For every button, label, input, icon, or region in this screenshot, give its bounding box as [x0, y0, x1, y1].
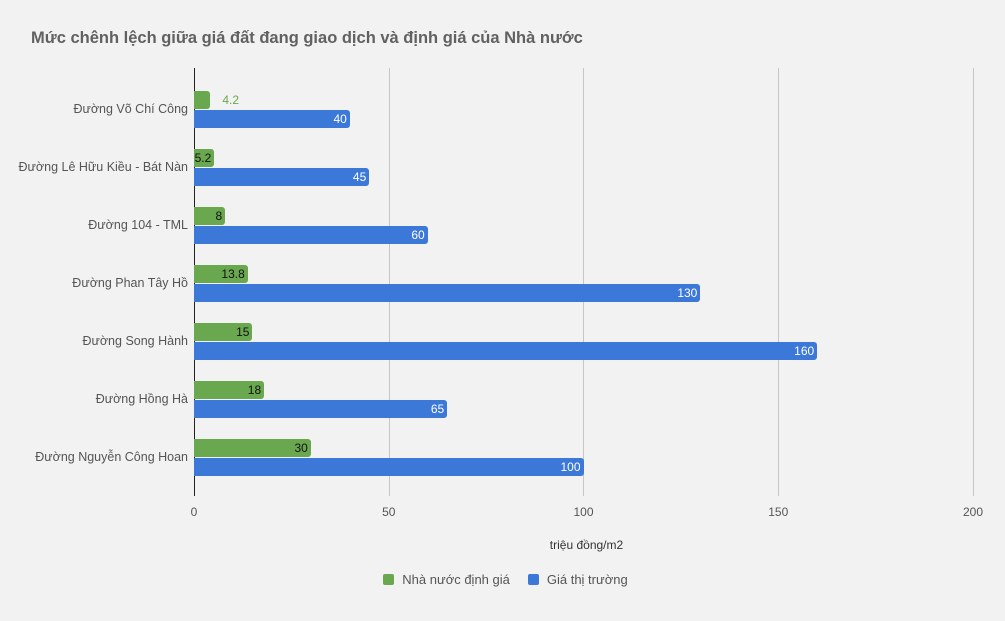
bar-market-price[interactable]	[194, 399, 448, 418]
data-label: 15	[236, 325, 250, 339]
data-label: 4.2	[222, 93, 240, 107]
x-tick-label: 100	[573, 505, 594, 519]
bar-market-price[interactable]	[194, 225, 428, 244]
data-label: 40	[333, 111, 347, 126]
x-tick-label: 150	[768, 505, 789, 519]
data-label: 45	[352, 169, 367, 184]
x-axis-label: triệu đồng/m2	[549, 538, 624, 552]
bar-market-price[interactable]	[194, 109, 350, 128]
data-label: 13.8	[221, 267, 245, 281]
data-label: 30	[294, 441, 308, 455]
bar-state-price[interactable]	[194, 323, 253, 341]
bar-market-price[interactable]	[194, 167, 370, 186]
bar-market-price[interactable]	[194, 341, 818, 360]
category-label: Đường Song Hành	[82, 334, 188, 348]
gridline	[778, 68, 779, 496]
data-label: 5.2	[194, 151, 212, 165]
plot-area: 4.2 40 5.2 45 8 60 13.8 130 15 160 18 65 30 100	[194, 68, 974, 496]
legend-swatch-green	[383, 574, 395, 585]
category-label: Đường 104 - TML	[88, 218, 188, 232]
legend-label: Giá thị trường	[546, 572, 628, 587]
bar-market-price[interactable]	[194, 283, 701, 302]
bar-market-price[interactable]	[194, 457, 584, 476]
data-label: 18	[247, 383, 262, 397]
data-label: 65	[430, 401, 445, 416]
gridline	[389, 68, 390, 496]
bar-state-price[interactable]	[194, 381, 265, 399]
gridline	[973, 68, 974, 496]
category-label: Đường Hồng Hà	[95, 392, 188, 406]
data-label: 8	[215, 209, 223, 223]
x-tick-label: 0	[190, 505, 198, 519]
data-label: 60	[411, 227, 425, 242]
category-label: Đường Nguyễn Công Hoan	[35, 450, 188, 464]
legend-swatch-blue	[527, 574, 539, 585]
data-label: 160	[794, 343, 815, 358]
gridline	[583, 68, 584, 496]
bar-state-price[interactable]	[194, 91, 211, 109]
data-label: 130	[677, 285, 698, 300]
bar-state-price[interactable]	[194, 265, 248, 283]
category-label: Đường Lê Hữu Kiều - Bát Nàn	[18, 160, 188, 174]
chart-title: Mức chênh lệch giữa giá đất đang giao dị…	[31, 29, 583, 47]
x-tick-label: 50	[382, 505, 396, 519]
bar-state-price[interactable]	[194, 207, 226, 225]
legend: Nhà nước định giá Giá thị trường	[0, 572, 1005, 587]
x-tick-label: 200	[962, 505, 984, 519]
bar-state-price[interactable]	[194, 149, 215, 167]
category-label: Đường Phan Tây Hồ	[72, 276, 188, 290]
legend-item-market[interactable]: Giá thị trường	[527, 572, 628, 587]
bar-state-price[interactable]	[194, 439, 311, 457]
data-label: 100	[560, 459, 581, 474]
legend-label: Nhà nước định giá	[402, 572, 510, 587]
category-label: Đường Võ Chí Công	[73, 102, 188, 116]
legend-item-state[interactable]: Nhà nước định giá	[383, 572, 510, 587]
